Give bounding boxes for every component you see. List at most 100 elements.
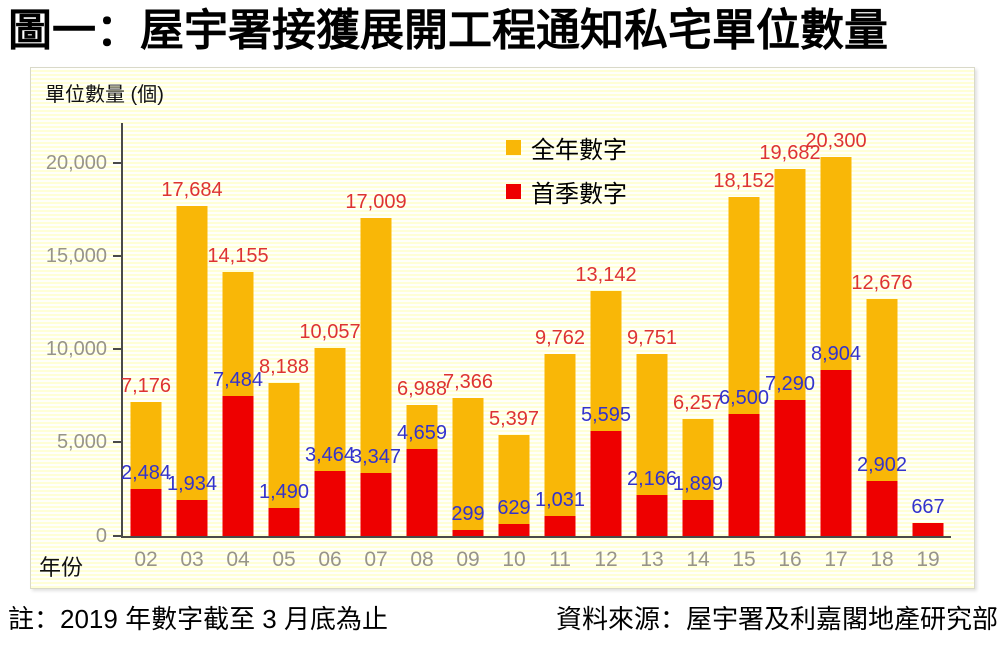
footer-note: 註：2019 年數字截至 3 月底為止 <box>8 603 388 634</box>
bar-group: 19,682 7,290 16 <box>759 123 820 571</box>
first-quarter-value-label: 1,490 <box>258 480 310 503</box>
first-quarter-value-label: 3,347 <box>350 446 402 469</box>
full-year-value-label: 6,988 <box>396 378 448 401</box>
x-tick-label: 17 <box>824 547 848 571</box>
full-year-value-label: 7,176 <box>120 374 172 397</box>
x-tick-label: 11 <box>549 547 571 571</box>
first-quarter-bar <box>268 507 300 536</box>
bar-group: 14,155 7,484 04 <box>207 123 268 571</box>
bar-group: 9,751 2,166 13 <box>626 123 678 571</box>
first-quarter-value-label: 2,166 <box>626 468 678 491</box>
full-year-value-label: 7,366 <box>442 371 494 394</box>
chart-panel: 單位數量 (個) 全年數字 首季數字 7,176 2,484 02 17,684 1,9… <box>30 66 975 589</box>
y-tick-label: 15,000 <box>45 244 107 267</box>
bar-group: 9,762 1,031 11 <box>534 123 586 571</box>
bar-group: 20,300 8,904 17 <box>805 123 866 571</box>
x-tick-label: 18 <box>870 547 894 571</box>
x-axis-title: 年份 <box>39 554 84 580</box>
footer-source: 資料來源：屋宇署及利嘉閣地產研究部 <box>555 603 998 634</box>
bar-group: 12,676 2,902 18 <box>851 123 912 570</box>
y-tick-label: 20,000 <box>45 151 107 174</box>
full-year-value-label: 19,682 <box>759 141 821 164</box>
full-year-value-label: 14,155 <box>207 244 269 267</box>
full-year-value-label: 10,057 <box>299 321 361 344</box>
footer: 註：2019 年數字截至 3 月底為止 資料來源：屋宇署及利嘉閣地產研究部 <box>0 599 1006 636</box>
bar-group: 10,057 3,464 06 <box>299 123 360 571</box>
first-quarter-value-label: 1,934 <box>166 472 218 495</box>
x-tick-label: 16 <box>778 547 802 571</box>
legend-swatch-first-quarter-icon <box>506 183 521 199</box>
first-quarter-value-label: 299 <box>451 503 485 526</box>
y-axis-title: 單位數量 (個) <box>45 83 164 106</box>
first-quarter-bar <box>820 369 852 536</box>
first-quarter-bar <box>866 481 898 536</box>
full-year-value-label: 13,142 <box>575 263 637 286</box>
first-quarter-value-label: 7,484 <box>212 369 264 392</box>
x-tick-label: 14 <box>686 547 710 571</box>
bar-group: 6,257 1,899 14 <box>673 123 723 571</box>
first-quarter-bar <box>636 495 668 536</box>
y-axis-line <box>121 122 123 536</box>
first-quarter-value-label: 8,904 <box>810 342 862 365</box>
x-tick-label: 10 <box>502 547 526 571</box>
x-tick-label: 13 <box>640 547 664 571</box>
first-quarter-value-label: 629 <box>497 496 531 519</box>
full-year-bar <box>176 205 208 536</box>
first-quarter-value-label: 3,464 <box>304 444 356 466</box>
legend-item-full-year: 全年數字 <box>506 130 627 165</box>
y-tick-label: 0 <box>95 524 107 547</box>
first-quarter-bar <box>774 399 806 536</box>
first-quarter-bar <box>130 489 162 536</box>
first-quarter-bar <box>314 471 346 536</box>
x-tick-label: 09 <box>456 547 480 571</box>
first-quarter-bar <box>406 448 438 536</box>
bars-layer: 7,176 2,484 02 17,684 1,934 03 14,155 7,484 04 8,… <box>120 123 951 571</box>
legend-swatch-full-year-icon <box>506 139 521 155</box>
bar-group: 17,009 3,347 07 <box>345 123 406 570</box>
first-quarter-value-label: 4,659 <box>396 421 448 444</box>
x-tick-label: 03 <box>180 547 204 571</box>
x-tick-label: 02 <box>134 547 158 571</box>
legend: 全年數字 首季數字 <box>506 130 627 218</box>
first-quarter-value-label: 5,595 <box>580 404 632 427</box>
legend-label-first-quarter: 首季數字 <box>531 180 627 208</box>
first-quarter-bar <box>222 396 254 536</box>
full-year-value-label: 5,397 <box>488 407 540 430</box>
first-quarter-value-label: 1,031 <box>534 489 586 512</box>
full-year-value-label: 12,676 <box>851 272 913 295</box>
first-quarter-bar <box>176 499 208 536</box>
x-tick-label: 07 <box>364 547 388 571</box>
full-year-value-label: 8,188 <box>258 355 310 378</box>
page-title: 圖一：屋宇署接獲展開工程通知私宅單位數量 <box>8 6 888 55</box>
first-quarter-value-label: 7,290 <box>764 372 816 395</box>
bar-group: 17,684 1,934 03 <box>161 123 222 571</box>
bar-group: 13,142 5,595 12 <box>575 123 636 571</box>
bar-group: 6,988 4,659 08 <box>396 123 448 570</box>
legend-item-first-quarter: 首季數字 <box>506 174 627 209</box>
x-tick-label: 15 <box>732 547 756 571</box>
first-quarter-bar <box>590 431 622 536</box>
first-quarter-bar <box>682 500 714 536</box>
first-quarter-value-label: 6,500 <box>718 387 770 410</box>
y-tick-label: 10,000 <box>45 338 107 361</box>
x-tick-label: 05 <box>272 547 296 571</box>
full-year-value-label: 20,300 <box>805 130 867 152</box>
x-tick-label: 12 <box>594 547 618 571</box>
full-year-value-label: 9,762 <box>534 326 586 349</box>
x-tick-label: 08 <box>410 547 434 571</box>
x-tick-label: 04 <box>226 547 250 571</box>
x-tick-label: 19 <box>916 547 940 571</box>
first-quarter-value-label: 667 <box>911 496 945 519</box>
y-tick-mark <box>113 534 121 537</box>
y-tick-label: 5,000 <box>56 431 107 454</box>
first-quarter-bar <box>498 523 530 536</box>
bar-group: 7,176 2,484 02 <box>120 123 172 571</box>
first-quarter-value-label: 2,484 <box>120 462 172 485</box>
full-year-bar <box>498 434 530 536</box>
bar-group: 5,397 629 10 <box>488 123 540 571</box>
bar-group: 7,366 299 09 <box>442 123 494 570</box>
first-quarter-value-label: 2,902 <box>856 454 908 477</box>
full-year-bar <box>544 353 576 536</box>
first-quarter-bar <box>912 523 944 536</box>
first-quarter-bar <box>728 414 760 536</box>
